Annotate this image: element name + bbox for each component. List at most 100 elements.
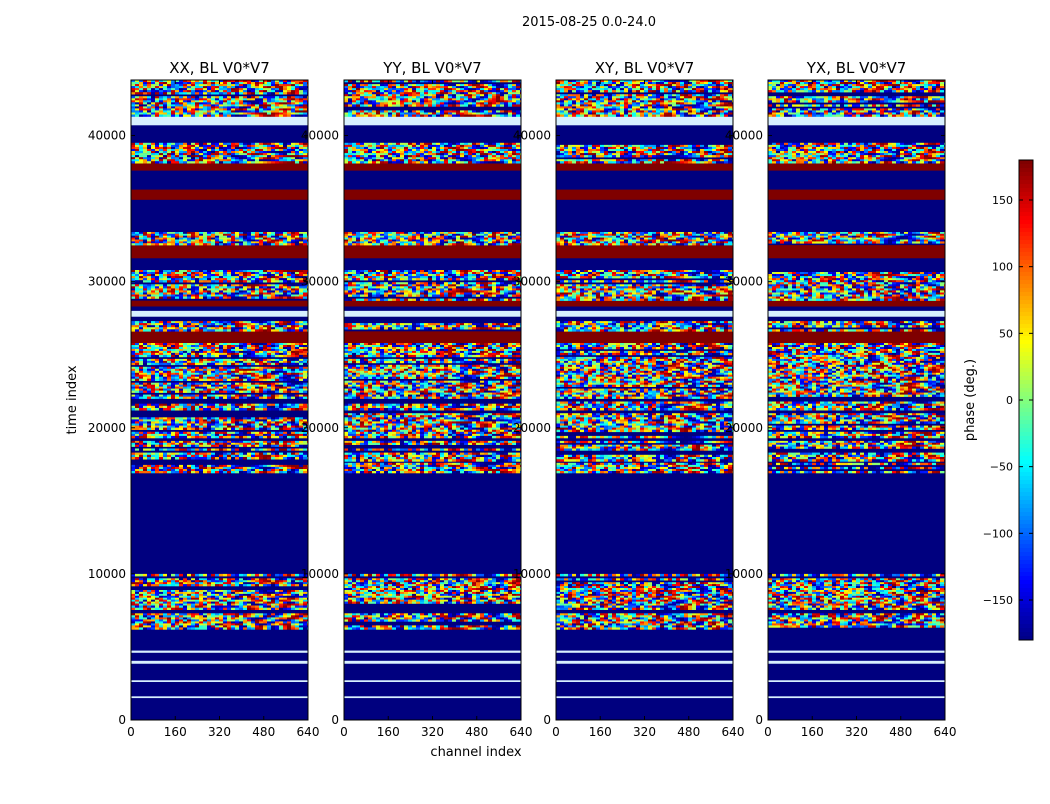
heatmap-cell <box>147 345 151 348</box>
heatmap-cell <box>199 368 203 372</box>
heatmap-cell <box>139 471 143 474</box>
heatmap-cell <box>143 274 147 277</box>
heatmap-cell <box>239 603 243 606</box>
heatmap-cell <box>195 408 199 411</box>
heatmap-cell <box>295 290 299 293</box>
heatmap-cell <box>255 388 259 391</box>
heatmap-cell <box>271 425 275 428</box>
heatmap-cell <box>199 382 203 385</box>
heatmap-cell <box>171 358 175 362</box>
heatmap-cell <box>203 349 207 352</box>
heatmap-cell <box>283 296 287 299</box>
heatmap-cell <box>243 280 247 283</box>
heatmap-cell <box>167 378 171 381</box>
heatmap-cell <box>299 607 303 610</box>
heatmap-cell <box>207 425 211 428</box>
heatmap-cell <box>179 423 183 426</box>
heatmap-cell <box>247 390 251 393</box>
heatmap-cell <box>275 345 279 348</box>
heatmap-cell <box>147 448 151 451</box>
heatmap-cell <box>163 448 167 451</box>
heatmap-cell <box>179 144 183 148</box>
heatmap-cell <box>231 403 235 407</box>
heatmap-cell <box>159 278 163 281</box>
heatmap-cell <box>275 427 279 430</box>
heatmap-cell <box>155 425 159 428</box>
heatmap-cell <box>187 159 191 162</box>
heatmap-cell <box>139 239 143 242</box>
heatmap-cell <box>251 621 255 624</box>
heatmap-cell <box>131 388 135 391</box>
heatmap-cell <box>271 386 275 389</box>
heatmap-cell <box>147 427 151 430</box>
heatmap-cell <box>207 153 211 156</box>
heatmap-cell <box>263 603 267 606</box>
heatmap-cell <box>175 278 179 281</box>
heatmap-cell <box>131 617 135 620</box>
heatmap-cell <box>247 329 251 332</box>
heatmap-cell <box>255 442 259 445</box>
heatmap-cell <box>183 382 187 385</box>
heatmap-cell <box>283 327 287 330</box>
heatmap-cell <box>263 368 267 372</box>
heatmap-cell <box>279 440 283 444</box>
heatmap-cell <box>191 578 195 581</box>
heatmap-cell <box>179 427 183 430</box>
heatmap-cell <box>135 457 139 460</box>
heatmap-cell <box>299 343 303 346</box>
heatmap-cell <box>131 270 135 273</box>
heatmap-cell <box>139 368 143 372</box>
heatmap-cell <box>215 607 219 610</box>
heatmap-cell <box>207 384 211 387</box>
heatmap-cell <box>279 243 283 246</box>
heatmap-cell <box>171 394 175 397</box>
heatmap-cell <box>291 433 295 437</box>
heatmap-cell <box>155 358 159 362</box>
heatmap-cell <box>215 582 219 585</box>
heatmap-cell <box>275 423 279 426</box>
heatmap-cell <box>279 607 283 610</box>
heatmap-cell <box>191 627 195 630</box>
heatmap-cell <box>159 469 163 472</box>
heatmap-cell <box>283 374 287 377</box>
heatmap-cell <box>183 278 187 281</box>
heatmap-cell <box>287 235 291 238</box>
heatmap-cell <box>135 372 139 376</box>
heatmap-cell <box>239 352 243 356</box>
heatmap-cell <box>287 619 291 622</box>
heatmap-cell <box>187 613 191 616</box>
heatmap-cell <box>187 466 191 470</box>
heatmap-cell <box>191 617 195 620</box>
heatmap-cell <box>139 146 143 150</box>
heatmap-cell <box>139 384 143 387</box>
heatmap-cell <box>259 343 263 346</box>
heatmap-cell <box>151 591 155 595</box>
heatmap-cell <box>159 627 163 630</box>
heatmap-cell <box>163 619 167 622</box>
heatmap-cell <box>267 84 271 87</box>
heatmap-cell <box>207 327 211 330</box>
heatmap-cell <box>283 347 287 350</box>
heatmap-cell <box>147 595 151 598</box>
heatmap-cell <box>259 323 263 326</box>
heatmap-cell <box>283 421 287 424</box>
heatmap-cell <box>159 578 163 581</box>
heatmap-cell <box>279 288 283 291</box>
heatmap-cell <box>235 466 239 470</box>
heatmap-cell <box>155 151 159 154</box>
heatmap-cell <box>151 372 155 376</box>
heatmap-cell <box>291 149 295 152</box>
heatmap-cell <box>299 442 303 445</box>
heatmap-cell <box>303 621 307 624</box>
heatmap-cell <box>239 613 243 616</box>
heatmap-cell <box>263 378 267 381</box>
heatmap-cell <box>131 578 135 581</box>
heatmap-cell <box>195 427 199 430</box>
heatmap-cell <box>203 82 207 85</box>
heatmap-cell <box>167 388 171 391</box>
heatmap-cell <box>283 284 287 287</box>
heatmap-cell <box>259 444 263 447</box>
heatmap-cell <box>195 372 199 376</box>
heatmap-cell <box>203 442 207 445</box>
heatmap-cell <box>163 159 167 162</box>
